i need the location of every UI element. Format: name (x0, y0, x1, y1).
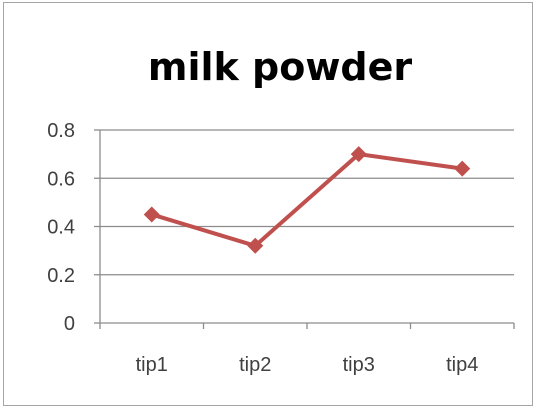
y-axis-ticks: 0 0.2 0.4 0.6 0.8 (47, 120, 100, 335)
x-axis-ticks: tip1 tip2 tip3 tip4 (99, 323, 515, 376)
gridlines (100, 129, 514, 276)
x-tick-label: tip2 (239, 354, 271, 376)
x-tick-label: tip4 (446, 354, 478, 376)
data-point-tip2 (247, 237, 264, 254)
series-line-0 (151, 152, 463, 248)
y-tick-label: 0.8 (47, 120, 75, 142)
x-tick-label: tip1 (136, 354, 168, 376)
data-point-tip1 (143, 206, 160, 223)
chart-title: milk powder (148, 45, 413, 89)
data-point-tip4 (454, 160, 471, 177)
chart-frame (3, 2, 533, 406)
y-tick-label: 0.2 (47, 265, 75, 287)
y-tick-label: 0.6 (47, 168, 75, 190)
x-tick-label: tip3 (343, 354, 375, 376)
y-tick-label: 0.4 (47, 217, 75, 239)
data-series (143, 146, 471, 254)
data-point-tip3 (350, 146, 367, 163)
y-tick-label: 0 (64, 313, 75, 335)
